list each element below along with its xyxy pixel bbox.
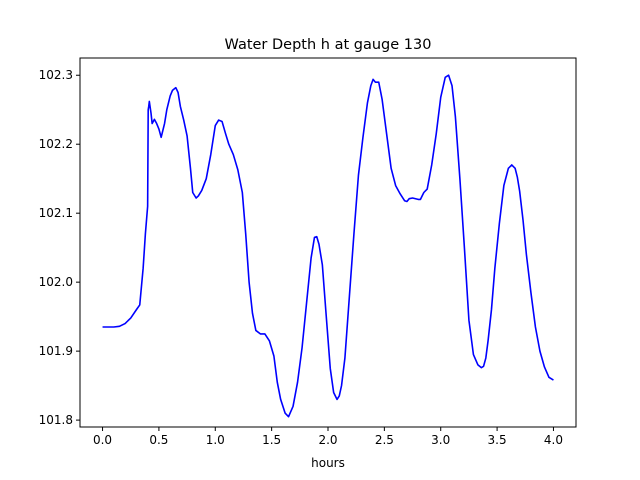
x-tick-label: 1.0 (206, 433, 225, 447)
x-tick-label: 2.5 (375, 433, 394, 447)
y-tick-label: 102.2 (39, 137, 73, 151)
chart-title: Water Depth h at gauge 130 (225, 37, 432, 53)
x-tick-label: 3.5 (488, 433, 507, 447)
y-tick-label: 102.1 (39, 206, 73, 220)
x-tick-label: 1.5 (262, 433, 281, 447)
x-tick-label: 0.5 (149, 433, 168, 447)
y-axis: 101.8 101.9 102.0 102.1 102.2 102.3 (39, 68, 80, 427)
x-axis: 0.0 0.5 1.0 1.5 2.0 2.5 3.0 3.5 4.0 (93, 427, 563, 447)
x-tick-label: 0.0 (93, 433, 112, 447)
x-tick-label: 3.0 (431, 433, 450, 447)
series-line-0 (102, 74, 554, 418)
y-tick-label: 102.0 (39, 275, 73, 289)
plot-area (102, 74, 554, 418)
x-axis-label: hours (311, 456, 345, 470)
x-tick-label: 2.0 (318, 433, 337, 447)
y-tick-label: 101.9 (39, 344, 73, 358)
y-tick-label: 102.3 (39, 68, 73, 82)
y-tick-label: 101.8 (39, 413, 73, 427)
x-tick-label: 4.0 (544, 433, 563, 447)
